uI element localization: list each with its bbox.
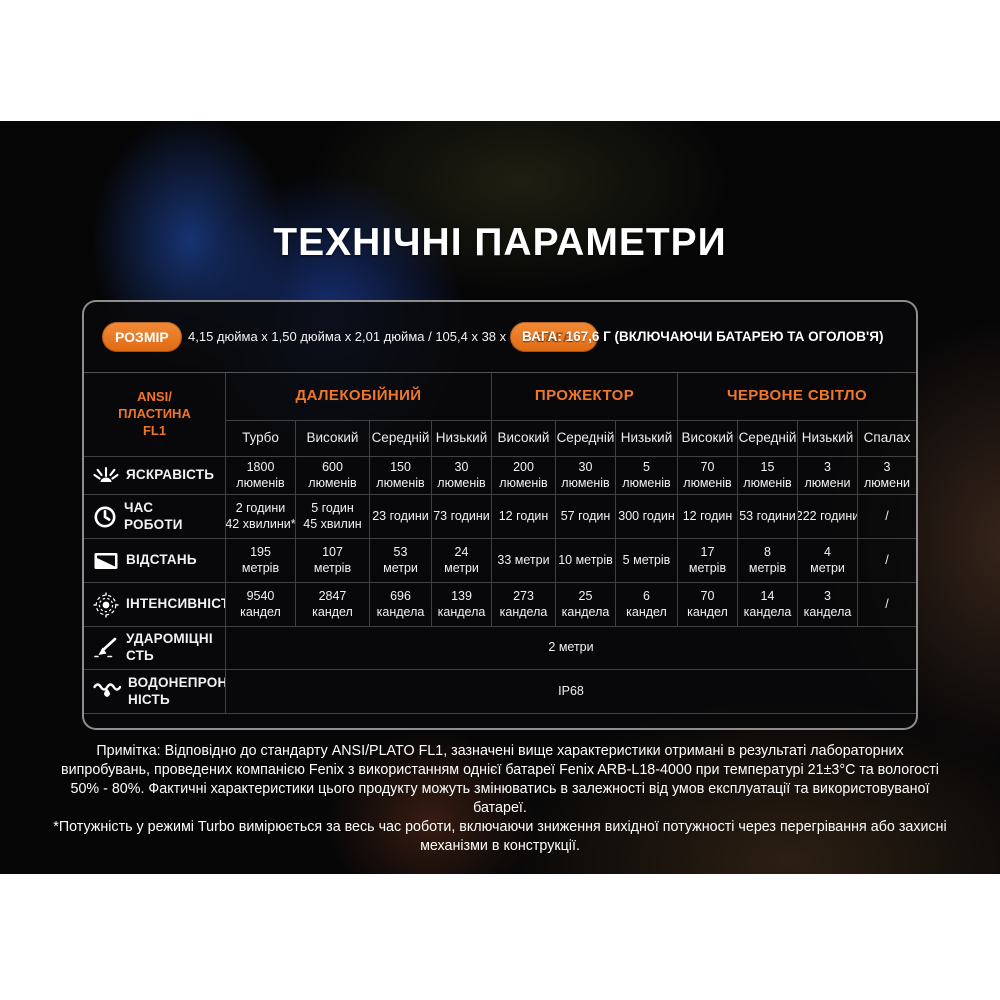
spec-cell-distance-4: 24 метри	[432, 539, 492, 583]
mode-header-5: Високий	[492, 421, 556, 457]
spec-cell-distance-11: /	[858, 539, 916, 583]
spec-cell-clock-9: 53 години	[738, 495, 798, 539]
spec-panel: РОЗМІР 4,15 дюйма x 1,50 дюйма x 2,01 дю…	[82, 300, 918, 730]
table-corner-ansi: ANSI/ ПЛАСТИНА FL1	[84, 373, 226, 457]
row-label-waterproof: ВОДОНЕПРОНИК НІСТЬ	[84, 670, 226, 714]
spec-cell-distance-7: 5 метрів	[616, 539, 678, 583]
spec-cell-brightness-3: 150 люменів	[370, 457, 432, 495]
weight-badge: ВАГА	[510, 322, 598, 352]
spec-cell-intensity-5: 273 кандела	[492, 583, 556, 627]
clock-icon	[93, 505, 117, 529]
spec-cell-brightness-1: 1800 люменів	[226, 457, 296, 495]
row-label-impact: УДАРОМІЦНІ СТЬ	[84, 627, 226, 670]
spec-cell-intensity-2: 2847 кандел	[296, 583, 370, 627]
mode-header-2: Високий	[296, 421, 370, 457]
distance-icon	[93, 550, 119, 572]
spec-cell-intensity-6: 25 кандела	[556, 583, 616, 627]
impact-icon	[93, 636, 119, 660]
group-header-3: ЧЕРВОНЕ СВІТЛО	[678, 373, 916, 421]
spec-cell-clock-7: 300 годин	[616, 495, 678, 539]
size-badge: РОЗМІР	[102, 322, 182, 352]
row-label-brightness: ЯСКРАВІСТЬ	[84, 457, 226, 495]
spec-cell-brightness-2: 600 люменів	[296, 457, 370, 495]
spec-cell-brightness-4: 30 люменів	[432, 457, 492, 495]
intensity-icon	[93, 592, 119, 618]
mode-header-4: Низький	[432, 421, 492, 457]
brightness-icon	[93, 464, 119, 488]
spec-cell-distance-5: 33 метри	[492, 539, 556, 583]
spec-cell-intensity-3: 696 кандела	[370, 583, 432, 627]
spec-cell-brightness-11: 3 люмени	[858, 457, 916, 495]
mode-header-8: Високий	[678, 421, 738, 457]
spec-cell-intensity-10: 3 кандела	[798, 583, 858, 627]
spec-cell-brightness-5: 200 люменів	[492, 457, 556, 495]
spec-cell-clock-2: 5 годин 45 хвилин	[296, 495, 370, 539]
spec-cell-distance-10: 4 метри	[798, 539, 858, 583]
row-label-text: ЧАС РОБОТИ	[124, 499, 183, 532]
row-label-clock: ЧАС РОБОТИ	[84, 495, 226, 539]
spec-cell-distance-6: 10 метрів	[556, 539, 616, 583]
group-header-2: ПРОЖЕКТОР	[492, 373, 678, 421]
size-value: 4,15 дюйма x 1,50 дюйма x 2,01 дюйма / 1…	[188, 329, 564, 344]
mode-header-6: Середній	[556, 421, 616, 457]
mode-header-11: Спалах	[858, 421, 916, 457]
footnotes: Примітка: Відповідно до стандарту ANSI/P…	[50, 742, 950, 856]
spec-cell-intensity-4: 139 кандела	[432, 583, 492, 627]
mode-header-9: Середній	[738, 421, 798, 457]
ansi-note: Примітка: Відповідно до стандарту ANSI/P…	[61, 743, 939, 816]
spec-cell-clock-8: 12 годин	[678, 495, 738, 539]
dimensions-row: РОЗМІР 4,15 дюйма x 1,50 дюйма x 2,01 дю…	[84, 302, 916, 372]
spec-cell-brightness-10: 3 люмени	[798, 457, 858, 495]
spec-cell-brightness-6: 30 люменів	[556, 457, 616, 495]
spec-cell-intensity-7: 6 кандел	[616, 583, 678, 627]
mode-header-3: Середній	[370, 421, 432, 457]
spec-cell-distance-1: 195 метрів	[226, 539, 296, 583]
page-title: ТЕХНІЧНІ ПАРАМЕТРИ	[273, 221, 727, 264]
mode-header-1: Турбо	[226, 421, 296, 457]
spec-cell-intensity-8: 70 кандел	[678, 583, 738, 627]
turbo-note: *Потужність у режимі Turbo вимірюється з…	[53, 819, 947, 854]
spec-span-impact: 2 метри	[226, 627, 916, 670]
mode-header-7: Низький	[616, 421, 678, 457]
spec-cell-clock-1: 2 години 42 хвилини*	[226, 495, 296, 539]
spec-cell-clock-3: 23 години	[370, 495, 432, 539]
spec-cell-intensity-11: /	[858, 583, 916, 627]
spec-cell-brightness-8: 70 люменів	[678, 457, 738, 495]
spec-cell-clock-10: 222 години	[798, 495, 858, 539]
spec-cell-distance-2: 107 метрів	[296, 539, 370, 583]
spec-cell-clock-5: 12 годин	[492, 495, 556, 539]
spec-cell-intensity-1: 9540 кандел	[226, 583, 296, 627]
waterproof-icon	[93, 680, 121, 704]
spec-cell-distance-8: 17 метрів	[678, 539, 738, 583]
row-label-text: ВІДСТАНЬ	[126, 552, 197, 568]
row-label-text: УДАРОМІЦНІ СТЬ	[126, 631, 213, 663]
spec-cell-clock-4: 73 години	[432, 495, 492, 539]
group-header-1: ДАЛЕКОБІЙНИЙ	[226, 373, 492, 421]
spec-table: ANSI/ ПЛАСТИНА FL1 ДАЛЕКОБІЙНИЙ ПРОЖЕКТОР Ч…	[84, 372, 916, 714]
row-label-distance: ВІДСТАНЬ	[84, 539, 226, 583]
spec-span-waterproof: IP68	[226, 670, 916, 714]
spec-cell-distance-9: 8 метрів	[738, 539, 798, 583]
spec-cell-brightness-9: 15 люменів	[738, 457, 798, 495]
row-label-text: ІНТЕНСИВНІСТЬ	[126, 596, 225, 612]
row-label-text: ЯСКРАВІСТЬ	[126, 467, 215, 483]
row-label-text: ВОДОНЕПРОНИК НІСТЬ	[128, 674, 225, 707]
spec-cell-intensity-9: 14 кандела	[738, 583, 798, 627]
weight-value: ВАГА: 167,6 Г (ВКЛЮЧАЮЧИ БАТАРЕЮ ТА ОГОЛ…	[522, 329, 884, 344]
spec-cell-clock-6: 57 годин	[556, 495, 616, 539]
row-label-intensity: ІНТЕНСИВНІСТЬ	[84, 583, 226, 627]
spec-cell-clock-11: /	[858, 495, 916, 539]
mode-header-10: Низький	[798, 421, 858, 457]
spec-cell-brightness-7: 5 люменів	[616, 457, 678, 495]
spec-cell-distance-3: 53 метри	[370, 539, 432, 583]
